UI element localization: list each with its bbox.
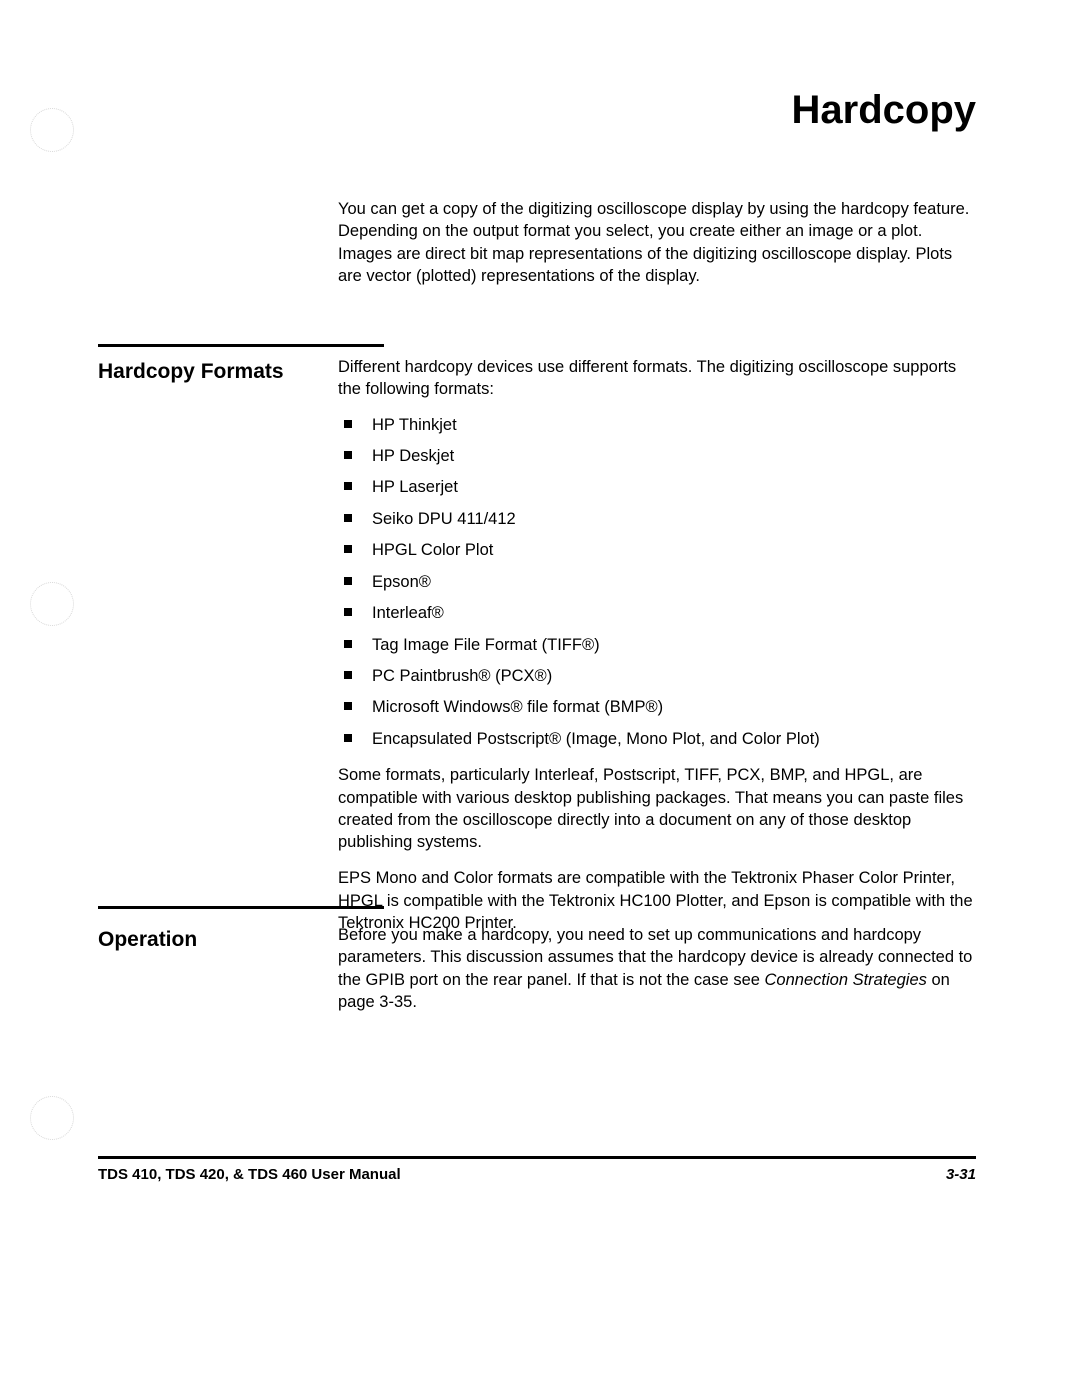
- format-list: HP Thinkjet HP Deskjet HP Laserjet Seiko…: [338, 415, 974, 751]
- binder-hole-mark: [30, 582, 74, 626]
- footer-manual-title: TDS 410, TDS 420, & TDS 460 User Manual: [98, 1166, 401, 1183]
- list-item: HP Deskjet: [338, 446, 974, 467]
- intro-paragraph: You can get a copy of the digitizing osc…: [338, 198, 974, 287]
- list-item: Tag Image File Format (TIFF®): [338, 635, 974, 656]
- binder-hole-mark: [30, 1096, 74, 1140]
- page-title: Hardcopy: [792, 88, 977, 133]
- lead-reference: Connection Strategies: [765, 971, 927, 989]
- list-item: Seiko DPU 411/412: [338, 509, 974, 530]
- list-item: Microsoft Windows® file format (BMP®): [338, 697, 974, 718]
- section-lead: Before you make a hardcopy, you need to …: [338, 924, 974, 1013]
- footer-page-number: 3-31: [946, 1166, 976, 1183]
- list-item: HP Thinkjet: [338, 415, 974, 436]
- section-body: Different hardcopy devices use different…: [338, 356, 974, 934]
- list-item: HP Laserjet: [338, 477, 974, 498]
- list-item: HPGL Color Plot: [338, 540, 974, 561]
- section-lead: Different hardcopy devices use different…: [338, 356, 974, 401]
- section-heading: Hardcopy Formats: [98, 360, 284, 384]
- list-item: PC Paintbrush® (PCX®): [338, 666, 974, 687]
- list-item: Encapsulated Postscript® (Image, Mono Pl…: [338, 729, 974, 750]
- section-paragraph: Some formats, particularly Interleaf, Po…: [338, 764, 974, 853]
- section-heading: Operation: [98, 928, 197, 952]
- section-divider: [98, 906, 384, 909]
- section-divider: [98, 344, 384, 347]
- footer-divider: [98, 1156, 976, 1159]
- section-operation: Operation Before you make a hardcopy, yo…: [98, 924, 974, 1013]
- page-footer: TDS 410, TDS 420, & TDS 460 User Manual …: [98, 1166, 976, 1183]
- section-body: Before you make a hardcopy, you need to …: [338, 924, 974, 1013]
- section-hardcopy-formats: Hardcopy Formats Different hardcopy devi…: [98, 356, 974, 934]
- list-item: Epson®: [338, 572, 974, 593]
- binder-hole-mark: [30, 108, 74, 152]
- manual-page: Hardcopy You can get a copy of the digit…: [0, 0, 1080, 1397]
- list-item: Interleaf®: [338, 603, 974, 624]
